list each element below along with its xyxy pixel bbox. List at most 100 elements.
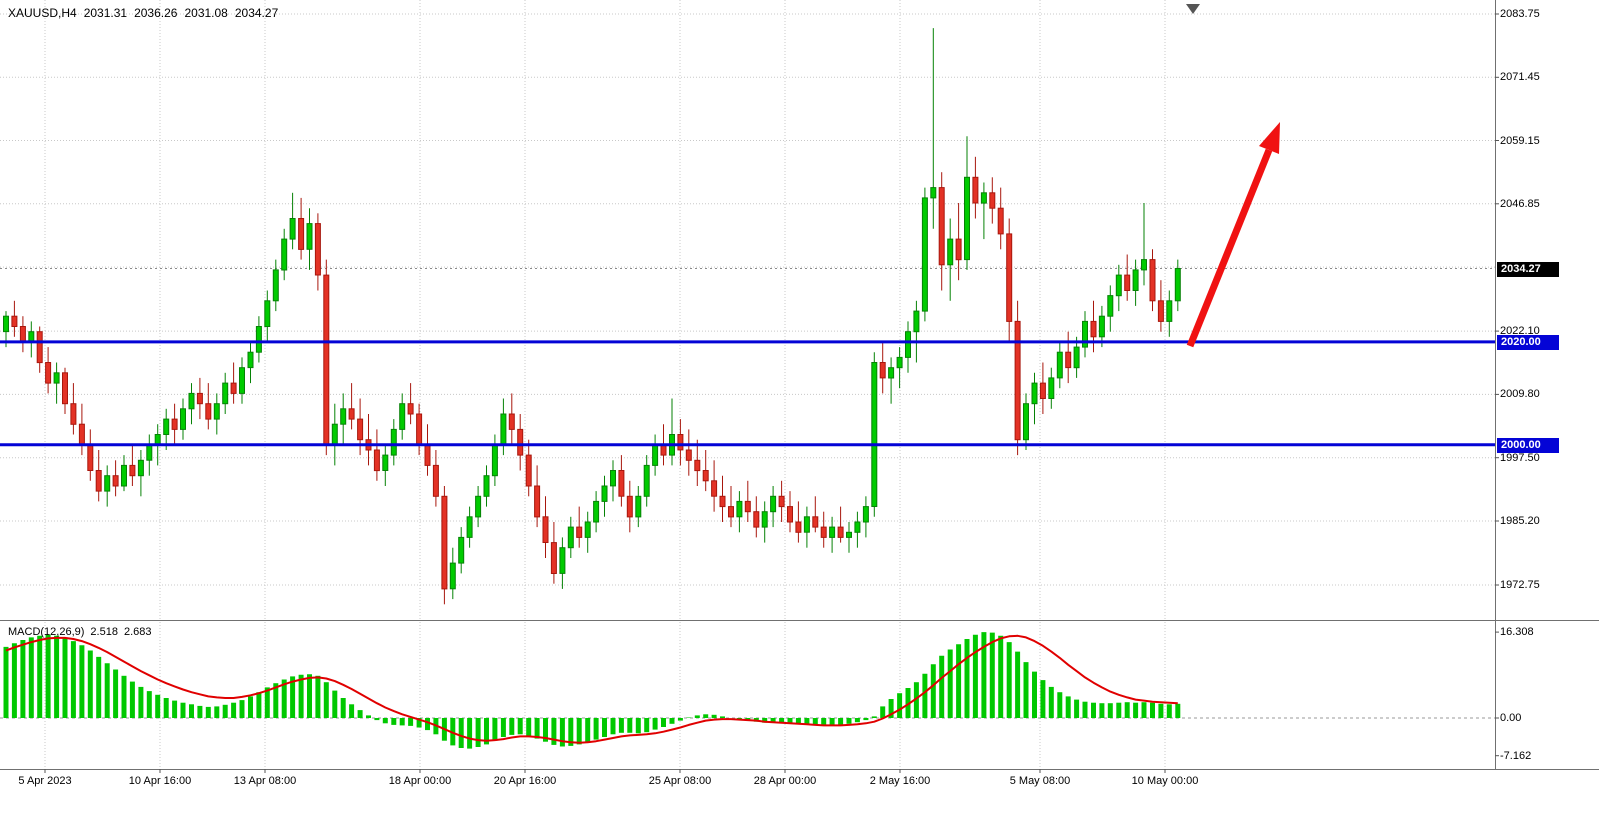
macd-axis-label: -7.162 — [1500, 750, 1532, 762]
candle-body — [1039, 382, 1046, 400]
support-level-badge[interactable]: 2000.00 — [1497, 438, 1559, 453]
time-axis-label: 18 Apr 00:00 — [388, 775, 452, 787]
candle-body — [1098, 315, 1105, 338]
trend-arrow-head[interactable] — [1259, 122, 1280, 154]
symbol-timeframe-label: XAUUSD,H4 — [8, 6, 77, 20]
candle-body — [921, 197, 928, 312]
candle-body — [3, 315, 9, 333]
price-axis-label: 2071.45 — [1500, 71, 1540, 83]
candle-body — [728, 506, 734, 518]
candle-body — [879, 362, 886, 379]
candle-body — [196, 392, 203, 405]
candle-body — [45, 362, 52, 384]
price-axis-label: 1972.75 — [1500, 579, 1540, 591]
candle-body — [373, 449, 380, 472]
candle-body — [1124, 274, 1131, 292]
candle-body — [896, 356, 903, 369]
time-axis-label: 20 Apr 16:00 — [493, 775, 557, 787]
candle-body — [441, 495, 448, 590]
candle-body — [930, 187, 937, 199]
candle-body — [702, 470, 709, 482]
chart-shift-icon[interactable] — [1186, 4, 1200, 14]
candle-body — [205, 403, 212, 420]
macd-indicator-label: MACD(12,26,9) 2.518 2.683 — [8, 626, 157, 638]
candle-body — [264, 300, 271, 327]
candle-body — [255, 326, 262, 353]
candle-body — [230, 382, 237, 394]
candle-body — [635, 495, 642, 518]
candle-body — [154, 434, 161, 446]
candle-body — [567, 526, 574, 549]
time-axis-label: 10 May 00:00 — [1131, 775, 1199, 787]
candle-body — [778, 495, 785, 508]
open-value: 2031.31 — [83, 6, 128, 20]
candle-body — [289, 218, 296, 240]
candle-body — [222, 382, 229, 405]
candle-body — [618, 470, 625, 497]
macd-axis-label: 16.308 — [1500, 626, 1534, 638]
candle-body — [306, 223, 313, 250]
candle-body — [1132, 269, 1139, 291]
candle-body — [213, 403, 220, 420]
candle-body — [129, 464, 136, 477]
candle-body — [862, 506, 869, 523]
candle-body — [121, 464, 127, 487]
price-axis-label: 1997.50 — [1500, 452, 1540, 464]
candle-body — [281, 238, 288, 271]
macd-indicator — [3, 632, 1181, 749]
candle-body — [787, 506, 793, 523]
candle-body — [1023, 403, 1029, 441]
candle-body — [947, 238, 954, 266]
candle-body — [449, 562, 456, 590]
ohlc-info: XAUUSD,H4 2031.31 2036.26 2031.08 2034.27 — [8, 6, 285, 20]
candle-body — [559, 547, 566, 574]
candle-body — [407, 403, 414, 415]
candle-body — [761, 511, 768, 528]
candle-body — [812, 516, 819, 528]
time-axis-label: 28 Apr 00:00 — [753, 775, 817, 787]
candle-body — [70, 403, 77, 425]
candle-body — [1107, 295, 1114, 317]
macd-histogram-value: 2.518 — [90, 626, 118, 638]
candle-body — [1014, 320, 1021, 441]
macd-name-label: MACD(12,26,9) — [8, 626, 85, 638]
candle-body — [188, 392, 195, 410]
candle-body — [871, 362, 878, 507]
macd-axis-label: 0.00 — [1500, 712, 1522, 724]
candle-body — [432, 464, 439, 497]
candle-body — [1048, 377, 1055, 399]
candle-body — [104, 475, 111, 492]
candle-body — [137, 459, 144, 477]
macd-signal-line — [5, 634, 1178, 744]
candle-body — [517, 428, 524, 456]
candle-body — [980, 192, 987, 204]
candle-body — [171, 418, 178, 430]
candle-body — [340, 408, 347, 425]
candle-body — [753, 511, 760, 528]
candle-body — [1073, 346, 1080, 369]
candle-body — [508, 413, 515, 430]
support-level-badge[interactable]: 2020.00 — [1497, 335, 1559, 350]
trend-arrow-line[interactable] — [1186, 148, 1273, 348]
candle-body — [1157, 300, 1164, 322]
time-axis-label: 2 May 16:00 — [869, 775, 931, 787]
candle-body — [905, 331, 911, 358]
price-axis-label: 1985.20 — [1500, 515, 1540, 527]
candle-body — [314, 223, 321, 276]
time-axis-label: 13 Apr 08:00 — [233, 775, 297, 787]
candle-body — [888, 367, 895, 379]
candle-body — [1115, 274, 1122, 297]
candle-body — [1006, 233, 1013, 322]
candle-body — [272, 269, 279, 302]
candle-body — [694, 459, 701, 472]
candle-body — [837, 526, 844, 538]
candle-body — [87, 444, 94, 471]
candle-body — [416, 413, 423, 446]
price-axis-label: 2022.10 — [1500, 325, 1540, 337]
candle-body — [685, 449, 692, 461]
price-axis-label: 2083.75 — [1500, 8, 1540, 20]
candle-body — [610, 470, 616, 487]
candle-body — [323, 274, 330, 446]
candle-body — [719, 495, 726, 508]
